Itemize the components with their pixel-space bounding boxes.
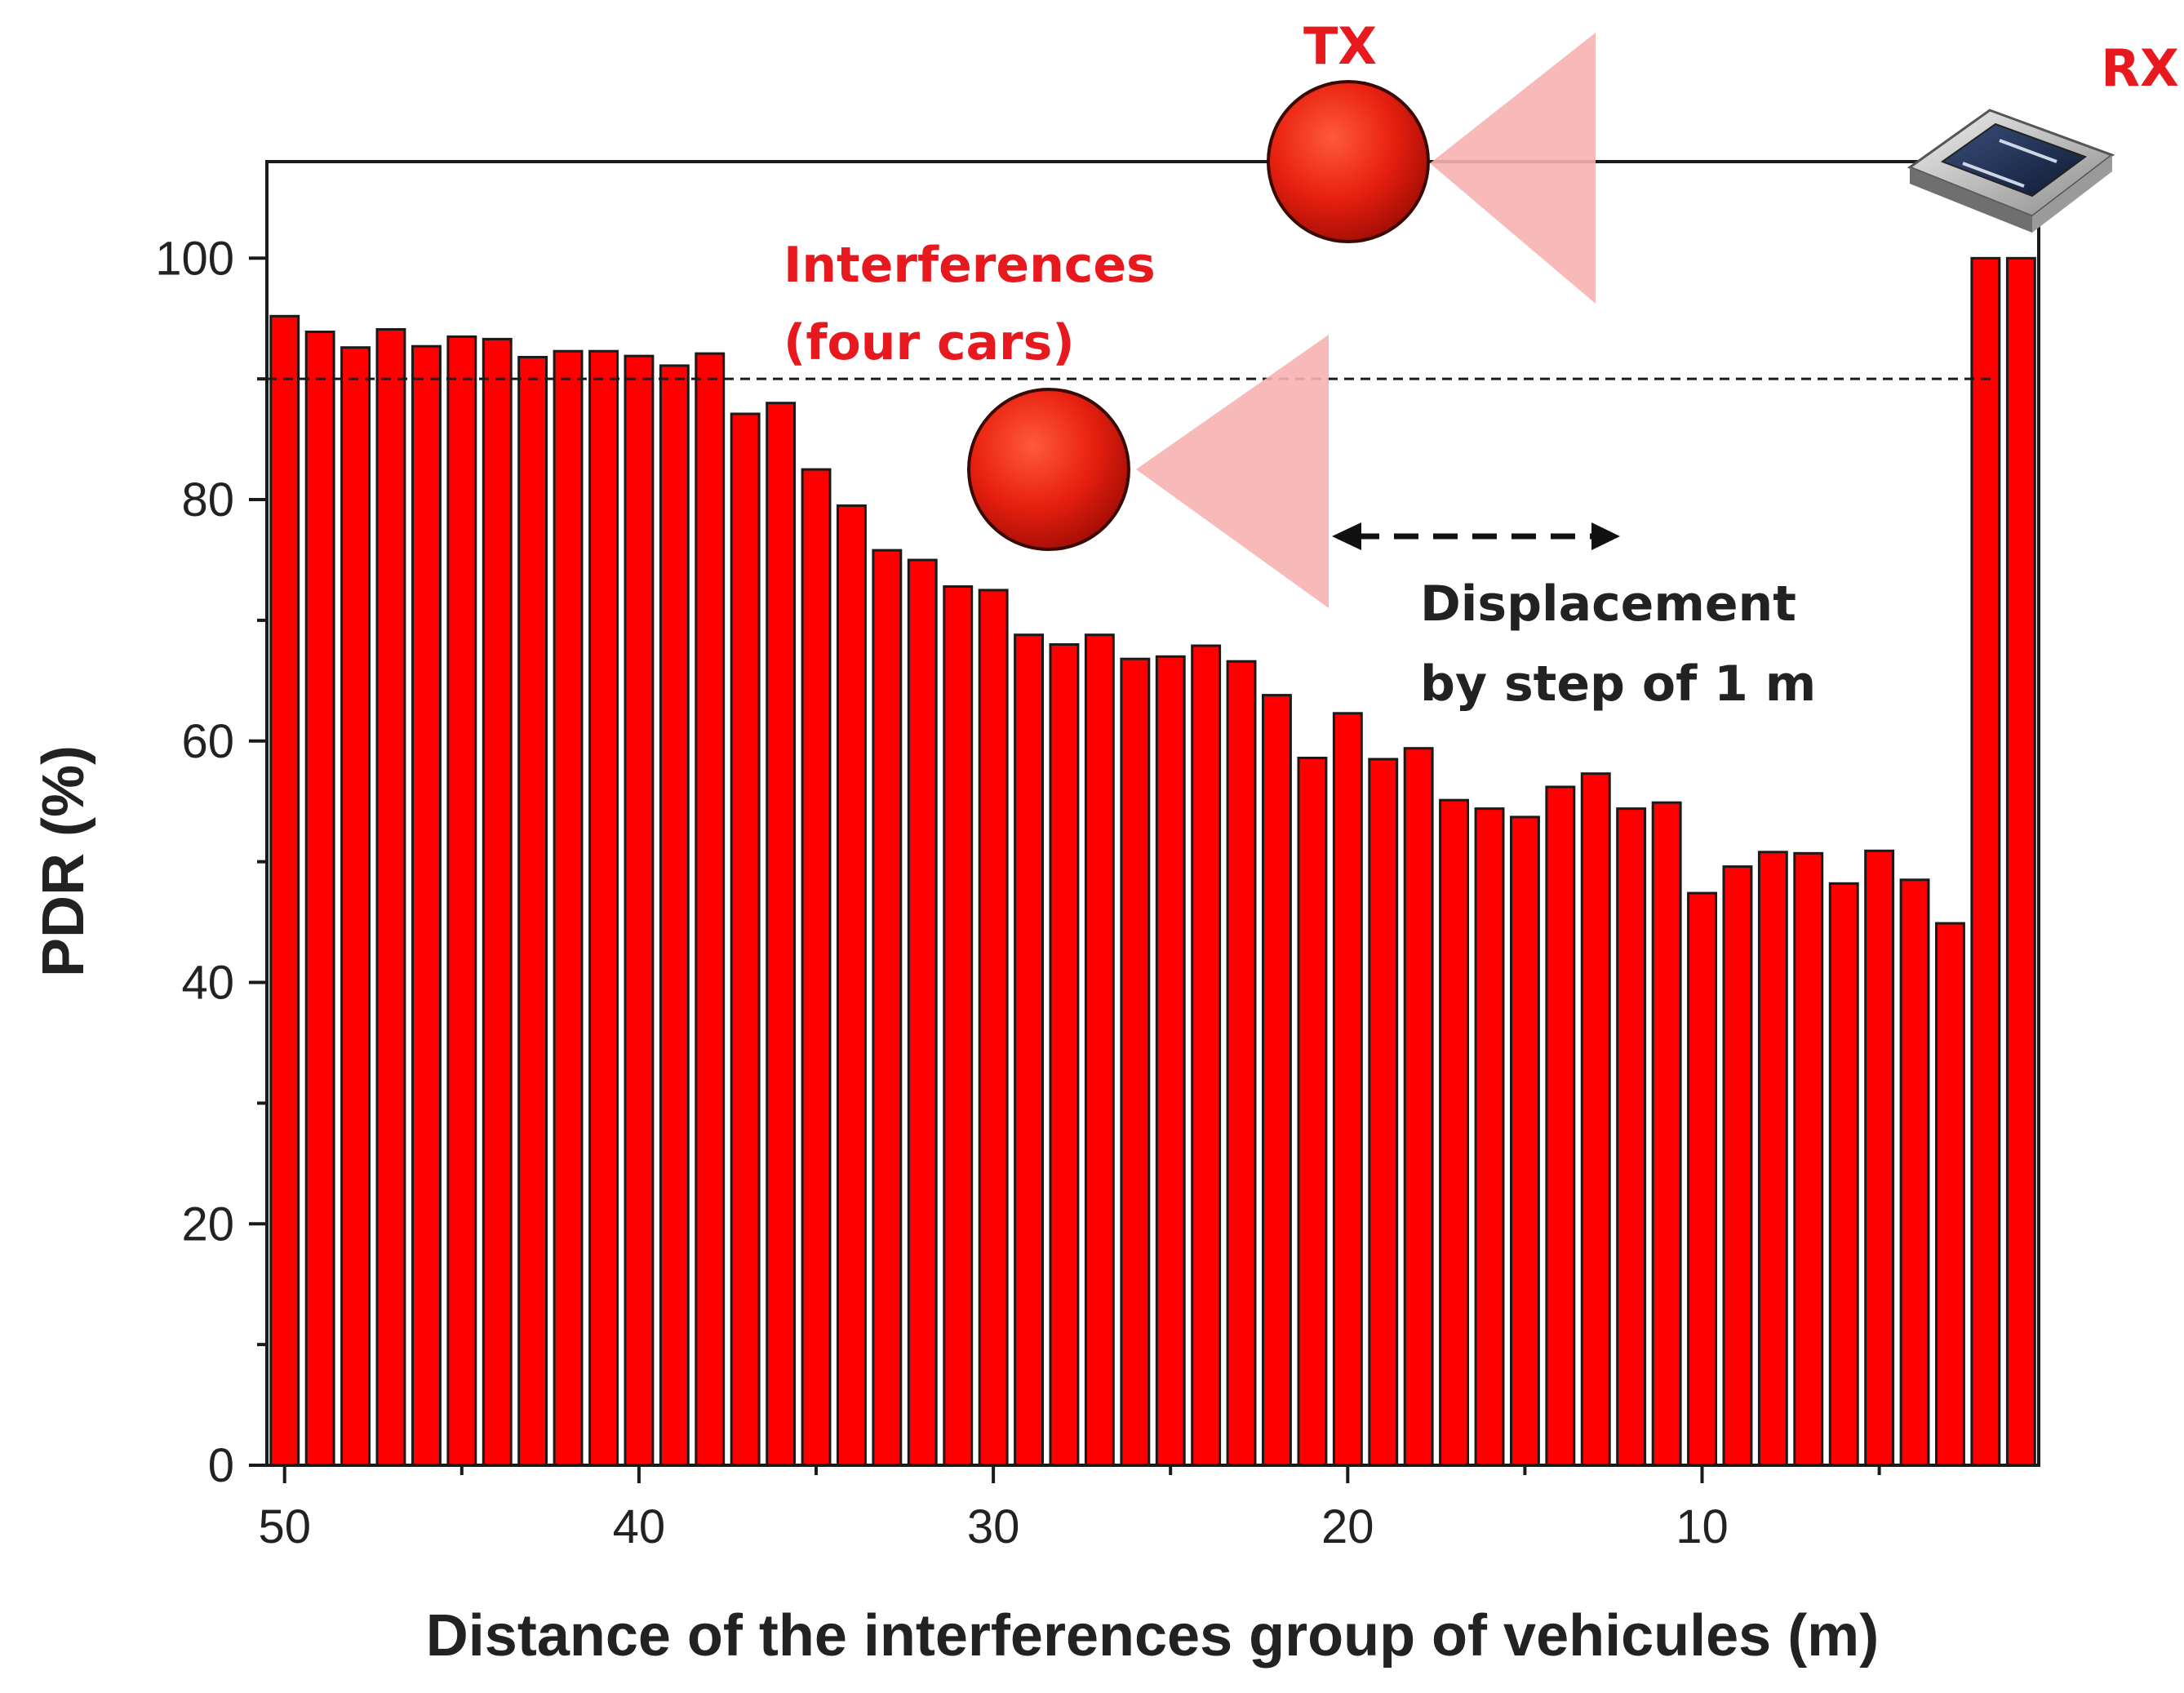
x-tick-label: 50 — [258, 1500, 311, 1553]
bar-34m — [837, 504, 867, 1467]
y-tick-label: 80 — [181, 473, 234, 527]
y-tick-label: 40 — [181, 957, 234, 1010]
bar-2m — [1970, 256, 2001, 1467]
bar-38m — [695, 352, 726, 1467]
interference-beam-icon — [1136, 335, 1329, 608]
y-tick-label: 60 — [181, 715, 234, 768]
bar-44m — [482, 337, 513, 1467]
y-axis: 0 20 40 60 80 100 — [155, 232, 267, 1492]
bar-19m — [1368, 758, 1399, 1467]
bar-12m — [1616, 807, 1647, 1467]
bar-33m — [872, 549, 903, 1467]
bar-20m — [1332, 712, 1363, 1467]
bar-16m — [1474, 807, 1505, 1467]
displacement-label-line1: Displacement — [1420, 575, 1796, 633]
bar-24m — [1191, 644, 1222, 1467]
y-axis-title: PDR (%) — [31, 745, 96, 977]
displacement-arrow-icon — [1332, 522, 1620, 550]
x-tick-label: 10 — [1676, 1500, 1729, 1553]
rx-label: RX — [2101, 38, 2179, 98]
bar-49m — [304, 331, 335, 1467]
y-tick-label: 20 — [181, 1198, 234, 1251]
bar-42m — [553, 349, 584, 1467]
bar-35m — [801, 468, 832, 1467]
tx-beam-icon — [1430, 33, 1596, 304]
bar-14m — [1545, 785, 1576, 1467]
bar-25m — [1155, 655, 1186, 1467]
bar-22m — [1262, 694, 1292, 1467]
x-tick-label: 40 — [613, 1500, 666, 1553]
bar-45m — [446, 335, 477, 1467]
bar-18m — [1403, 747, 1434, 1467]
bar-28m — [1049, 643, 1080, 1467]
bar-11m — [1651, 801, 1682, 1467]
bar-48m — [340, 346, 371, 1467]
bar-32m — [907, 558, 938, 1467]
bar-30m — [978, 589, 1009, 1467]
bar-26m — [1120, 657, 1151, 1467]
bar-8m — [1757, 851, 1788, 1467]
bar-13m — [1580, 772, 1611, 1467]
bar-5m — [1864, 849, 1895, 1467]
y-tick-label: 100 — [155, 232, 234, 285]
bar-9m — [1722, 865, 1753, 1467]
bar-37m — [730, 412, 761, 1467]
displacement-label-line2: by step of 1 m — [1420, 655, 1816, 713]
bar-3m — [1935, 922, 1965, 1467]
interference-led-icon — [967, 388, 1130, 551]
bar-41m — [588, 349, 619, 1467]
bar-40m — [624, 354, 655, 1467]
tx-led-icon — [1267, 80, 1430, 243]
bar-27m — [1084, 633, 1115, 1467]
bar-15m — [1510, 815, 1540, 1467]
bar-46m — [411, 344, 442, 1467]
bar-1m — [2005, 256, 2036, 1467]
bar-17m — [1439, 798, 1469, 1467]
bar-29m — [1014, 633, 1044, 1467]
x-tick-label: 30 — [967, 1500, 1020, 1553]
bar-43m — [517, 356, 548, 1467]
bar-6m — [1828, 882, 1859, 1467]
bar-23m — [1226, 660, 1257, 1467]
rx-photodiode-icon — [1907, 109, 2115, 233]
bar-39m — [659, 364, 690, 1467]
x-axis: 50 40 30 20 10 — [258, 1465, 1881, 1553]
bar-31m — [943, 585, 974, 1467]
interference-label-line2: (four cars) — [783, 314, 1075, 371]
bar-4m — [1899, 878, 1930, 1467]
tx-label: TX — [1303, 16, 1377, 76]
bar-series — [269, 256, 2036, 1467]
bar-50m — [269, 314, 300, 1467]
bar-7m — [1793, 851, 1824, 1467]
interference-label-line1: Interferences — [783, 237, 1156, 294]
bar-10m — [1687, 891, 1718, 1467]
bar-47m — [375, 328, 406, 1467]
x-tick-label: 20 — [1321, 1500, 1374, 1553]
y-tick-label: 0 — [208, 1439, 234, 1492]
x-axis-title: Distance of the interferences group of v… — [426, 1603, 1879, 1669]
bar-36m — [766, 402, 797, 1467]
bar-21m — [1297, 757, 1328, 1467]
plot-frame — [265, 160, 2040, 1467]
